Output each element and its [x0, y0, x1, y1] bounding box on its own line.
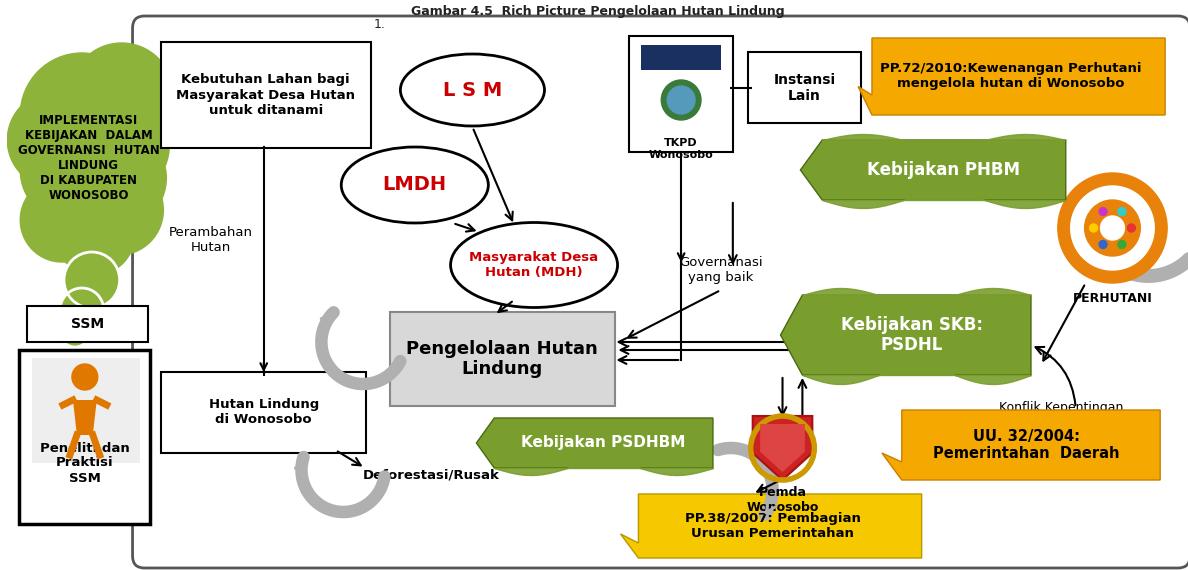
Circle shape [61, 288, 103, 332]
Circle shape [61, 317, 90, 347]
Circle shape [67, 128, 166, 228]
Circle shape [64, 252, 120, 308]
Circle shape [55, 195, 134, 275]
Text: LMDH: LMDH [383, 175, 447, 195]
Circle shape [20, 53, 144, 177]
Polygon shape [801, 140, 1066, 200]
Circle shape [7, 92, 102, 188]
Text: Konflik Kepentingan: Konflik Kepentingan [999, 401, 1123, 415]
Text: L S M: L S M [443, 81, 503, 99]
Circle shape [1127, 224, 1136, 232]
Text: Kebijakan PSDHBM: Kebijakan PSDHBM [522, 436, 685, 451]
Polygon shape [72, 400, 96, 435]
FancyBboxPatch shape [642, 45, 721, 70]
Polygon shape [753, 416, 813, 480]
Ellipse shape [400, 54, 544, 126]
FancyBboxPatch shape [133, 16, 1188, 568]
FancyBboxPatch shape [27, 306, 148, 342]
Circle shape [34, 152, 129, 248]
Circle shape [668, 86, 695, 114]
Text: Deforestasi/Rusak: Deforestasi/Rusak [364, 468, 500, 481]
Text: Perambahan
Hutan: Perambahan Hutan [169, 226, 253, 254]
Text: SSM: SSM [71, 317, 105, 331]
Text: Kebijakan SKB:
PSDHL: Kebijakan SKB: PSDHL [841, 316, 982, 355]
FancyBboxPatch shape [390, 312, 614, 406]
Circle shape [20, 178, 103, 262]
Polygon shape [760, 424, 805, 472]
Text: UU. 32/2004:
Pemerintahan  Daerah: UU. 32/2004: Pemerintahan Daerah [933, 429, 1119, 461]
Text: 1.: 1. [374, 18, 386, 31]
Text: Instansi
Lain: Instansi Lain [773, 73, 835, 103]
Circle shape [72, 364, 97, 390]
Text: Pengelolaan Hutan
Lindung: Pengelolaan Hutan Lindung [406, 340, 598, 379]
Polygon shape [476, 418, 713, 468]
Circle shape [20, 118, 124, 222]
Text: Gambar 4.5  Rich Picture Pengelolaan Hutan Lindung: Gambar 4.5 Rich Picture Pengelolaan Huta… [411, 5, 784, 18]
Circle shape [1118, 207, 1126, 215]
Circle shape [1099, 207, 1107, 215]
Text: Peneliti dan
Praktisi
SSM: Peneliti dan Praktisi SSM [40, 441, 129, 485]
Polygon shape [620, 494, 922, 558]
FancyBboxPatch shape [162, 42, 371, 148]
Circle shape [70, 43, 173, 147]
Polygon shape [858, 38, 1165, 115]
Circle shape [1100, 216, 1124, 240]
Circle shape [1118, 240, 1126, 248]
Text: Kebutuhan Lahan bagi
Masyarakat Desa Hutan
untuk ditanami: Kebutuhan Lahan bagi Masyarakat Desa Hut… [176, 74, 355, 116]
Circle shape [1070, 186, 1155, 270]
FancyBboxPatch shape [19, 350, 151, 524]
Text: Governanasi
yang baik: Governanasi yang baik [680, 256, 763, 284]
Text: Hutan Lindung
di Wonosobo: Hutan Lindung di Wonosobo [209, 398, 318, 426]
Text: PP.72/2010:Kewenangan Perhutani
mengelola hutan di Wonosobo: PP.72/2010:Kewenangan Perhutani mengelol… [880, 62, 1142, 90]
Circle shape [74, 165, 164, 255]
Circle shape [1085, 200, 1140, 256]
FancyBboxPatch shape [162, 372, 366, 453]
Circle shape [662, 80, 701, 120]
Text: IMPLEMENTASI
KEBIJAKAN  DALAM
GOVERNANSI  HUTAN
LINDUNG
DI KABUPATEN
WONOSOBO: IMPLEMENTASI KEBIJAKAN DALAM GOVERNANSI … [18, 114, 159, 202]
Circle shape [1089, 224, 1098, 232]
FancyBboxPatch shape [630, 36, 733, 152]
Circle shape [61, 90, 170, 200]
Text: TKPD
Wonosobo: TKPD Wonosobo [649, 138, 714, 160]
Polygon shape [881, 410, 1161, 480]
Ellipse shape [450, 223, 618, 308]
Polygon shape [781, 295, 1031, 375]
Text: Pemda
Wonosobo: Pemda Wonosobo [746, 486, 819, 514]
FancyBboxPatch shape [32, 358, 139, 463]
Text: Masyarakat Desa
Hutan (MDH): Masyarakat Desa Hutan (MDH) [469, 251, 599, 279]
Text: PP.38/2007: Pembagian
Urusan Pemerintahan: PP.38/2007: Pembagian Urusan Pemerintaha… [684, 512, 860, 540]
FancyBboxPatch shape [747, 52, 861, 123]
Text: PERHUTANI: PERHUTANI [1073, 292, 1152, 304]
Text: Kebijakan PHBM: Kebijakan PHBM [867, 161, 1020, 179]
Ellipse shape [341, 147, 488, 223]
Circle shape [1099, 240, 1107, 248]
Circle shape [1057, 173, 1167, 283]
